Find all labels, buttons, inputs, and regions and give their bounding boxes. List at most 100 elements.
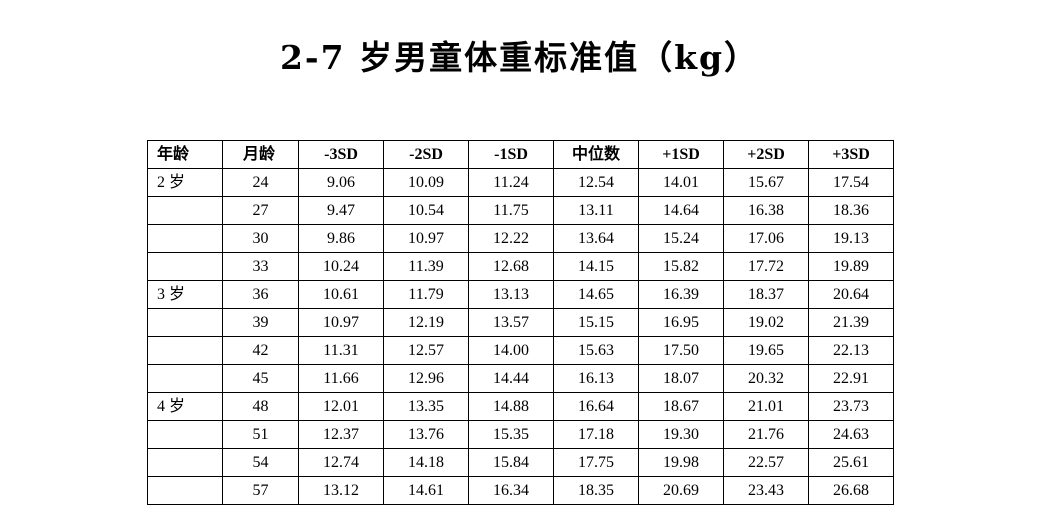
month-age-cell: 51 <box>222 420 299 449</box>
plus-2sd-cell: 19.65 <box>723 336 809 365</box>
table-row: 51 12.37 13.76 15.35 17.18 19.30 21.76 24.63 <box>147 420 894 449</box>
age-cell <box>147 476 223 505</box>
plus-2sd-cell: 23.43 <box>723 476 809 505</box>
median-cell: 17.18 <box>553 420 639 449</box>
header-minus-2sd: -2SD <box>383 140 469 169</box>
plus-2sd-cell: 17.06 <box>723 224 809 253</box>
month-age-cell: 42 <box>222 336 299 365</box>
minus-3sd-cell: 11.31 <box>298 336 384 365</box>
month-age-cell: 57 <box>222 476 299 505</box>
table-row: 33 10.24 11.39 12.68 14.15 15.82 17.72 19.89 <box>147 252 894 281</box>
plus-3sd-cell: 20.64 <box>808 280 894 309</box>
minus-1sd-cell: 11.75 <box>468 196 554 225</box>
minus-2sd-cell: 10.09 <box>383 168 469 197</box>
minus-1sd-cell: 15.35 <box>468 420 554 449</box>
plus-1sd-cell: 20.69 <box>638 476 724 505</box>
month-age-cell: 39 <box>222 308 299 337</box>
plus-2sd-cell: 16.38 <box>723 196 809 225</box>
age-cell: 3 岁 <box>147 280 223 309</box>
minus-3sd-cell: 13.12 <box>298 476 384 505</box>
median-cell: 12.54 <box>553 168 639 197</box>
median-cell: 17.75 <box>553 448 639 477</box>
month-age-cell: 36 <box>222 280 299 309</box>
minus-3sd-cell: 9.86 <box>298 224 384 253</box>
minus-1sd-cell: 11.24 <box>468 168 554 197</box>
minus-3sd-cell: 12.01 <box>298 392 384 421</box>
table-row: 30 9.86 10.97 12.22 13.64 15.24 17.06 19.13 <box>147 224 894 253</box>
minus-1sd-cell: 12.68 <box>468 252 554 281</box>
age-cell <box>147 196 223 225</box>
age-cell <box>147 364 223 393</box>
plus-3sd-cell: 24.63 <box>808 420 894 449</box>
median-cell: 13.11 <box>553 196 639 225</box>
minus-1sd-cell: 14.44 <box>468 364 554 393</box>
month-age-cell: 33 <box>222 252 299 281</box>
age-cell <box>147 224 223 253</box>
plus-1sd-cell: 14.64 <box>638 196 724 225</box>
table-row: 39 10.97 12.19 13.57 15.15 16.95 19.02 21.39 <box>147 308 894 337</box>
plus-2sd-cell: 21.76 <box>723 420 809 449</box>
plus-1sd-cell: 18.67 <box>638 392 724 421</box>
minus-1sd-cell: 13.57 <box>468 308 554 337</box>
minus-3sd-cell: 10.97 <box>298 308 384 337</box>
plus-3sd-cell: 26.68 <box>808 476 894 505</box>
header-plus-2sd: +2SD <box>723 140 809 169</box>
plus-1sd-cell: 17.50 <box>638 336 724 365</box>
plus-2sd-cell: 21.01 <box>723 392 809 421</box>
age-cell <box>147 336 223 365</box>
header-median: 中位数 <box>553 140 639 169</box>
table-row: 54 12.74 14.18 15.84 17.75 19.98 22.57 25.61 <box>147 448 894 477</box>
age-cell <box>147 252 223 281</box>
month-age-cell: 27 <box>222 196 299 225</box>
minus-1sd-cell: 12.22 <box>468 224 554 253</box>
minus-2sd-cell: 13.35 <box>383 392 469 421</box>
minus-2sd-cell: 14.61 <box>383 476 469 505</box>
plus-2sd-cell: 17.72 <box>723 252 809 281</box>
month-age-cell: 54 <box>222 448 299 477</box>
weight-standard-table: 年龄 月龄 -3SD -2SD -1SD 中位数 +1SD +2SD +3SD … <box>147 140 894 505</box>
table-row: 27 9.47 10.54 11.75 13.11 14.64 16.38 18.36 <box>147 196 894 225</box>
plus-3sd-cell: 22.13 <box>808 336 894 365</box>
median-cell: 14.15 <box>553 252 639 281</box>
header-month-age: 月龄 <box>222 140 299 169</box>
minus-3sd-cell: 12.74 <box>298 448 384 477</box>
minus-2sd-cell: 12.57 <box>383 336 469 365</box>
table-row: 45 11.66 12.96 14.44 16.13 18.07 20.32 22.91 <box>147 364 894 393</box>
minus-2sd-cell: 11.39 <box>383 252 469 281</box>
minus-2sd-cell: 10.54 <box>383 196 469 225</box>
page-title: 2-7 岁男童体重标准值（kg） <box>279 38 760 77</box>
table-row: 42 11.31 12.57 14.00 15.63 17.50 19.65 22.13 <box>147 336 894 365</box>
age-cell: 2 岁 <box>147 168 223 197</box>
plus-2sd-cell: 15.67 <box>723 168 809 197</box>
header-plus-1sd: +1SD <box>638 140 724 169</box>
plus-3sd-cell: 23.73 <box>808 392 894 421</box>
plus-3sd-cell: 22.91 <box>808 364 894 393</box>
minus-2sd-cell: 11.79 <box>383 280 469 309</box>
month-age-cell: 45 <box>222 364 299 393</box>
minus-2sd-cell: 12.96 <box>383 364 469 393</box>
plus-1sd-cell: 16.39 <box>638 280 724 309</box>
plus-3sd-cell: 25.61 <box>808 448 894 477</box>
plus-1sd-cell: 19.98 <box>638 448 724 477</box>
minus-2sd-cell: 13.76 <box>383 420 469 449</box>
plus-3sd-cell: 18.36 <box>808 196 894 225</box>
median-cell: 18.35 <box>553 476 639 505</box>
median-cell: 13.64 <box>553 224 639 253</box>
plus-3sd-cell: 17.54 <box>808 168 894 197</box>
median-cell: 14.65 <box>553 280 639 309</box>
plus-3sd-cell: 19.89 <box>808 252 894 281</box>
table-row: 3 岁 36 10.61 11.79 13.13 14.65 16.39 18.37 20.64 <box>147 280 894 309</box>
minus-3sd-cell: 10.61 <box>298 280 384 309</box>
minus-3sd-cell: 9.47 <box>298 196 384 225</box>
plus-1sd-cell: 15.24 <box>638 224 724 253</box>
median-cell: 16.64 <box>553 392 639 421</box>
minus-1sd-cell: 16.34 <box>468 476 554 505</box>
median-cell: 15.63 <box>553 336 639 365</box>
plus-3sd-cell: 21.39 <box>808 308 894 337</box>
minus-1sd-cell: 15.84 <box>468 448 554 477</box>
plus-2sd-cell: 19.02 <box>723 308 809 337</box>
header-minus-3sd: -3SD <box>298 140 384 169</box>
minus-1sd-cell: 14.00 <box>468 336 554 365</box>
plus-1sd-cell: 16.95 <box>638 308 724 337</box>
minus-3sd-cell: 12.37 <box>298 420 384 449</box>
